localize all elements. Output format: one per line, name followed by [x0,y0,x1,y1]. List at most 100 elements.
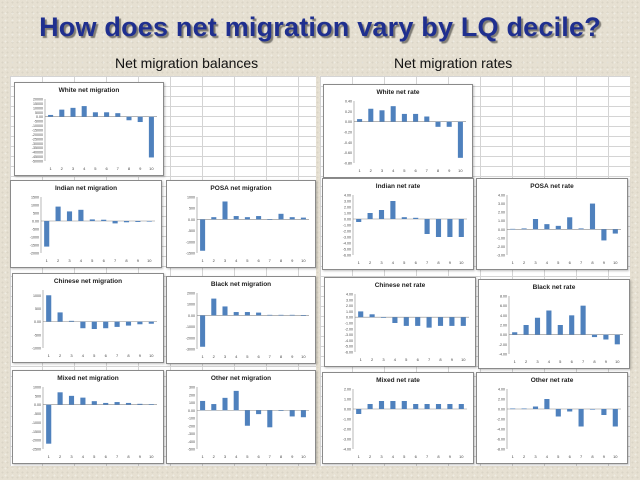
bar [612,409,618,427]
bar [567,217,573,230]
x-tick-label: 4 [392,260,395,265]
chart-title: POSA net rate [530,183,574,190]
bar [424,219,430,234]
x-tick-label: 4 [83,166,86,171]
subtitle-rates: Net migration rates [394,55,513,71]
x-tick-label: 6 [569,454,572,459]
bar [200,315,206,347]
bar [521,408,527,410]
y-tick-label: 10000 [33,106,43,110]
bar [148,404,154,405]
bar [300,315,306,316]
other-net-rate-svg: Other net rate -8.00 -6.00 -4.00 -2.00 0.00 2.… [497,377,621,459]
bar [256,410,262,415]
y-tick-label: -2000 [32,439,41,443]
y-tick-label: -45000 [32,155,43,159]
bar [603,334,609,340]
y-tick-label: -1000 [32,421,41,425]
bar [449,317,455,326]
bar [289,217,295,220]
bar [125,402,132,405]
x-tick-label: 4 [82,454,85,459]
bar [424,116,430,122]
bar [601,409,607,415]
bar [379,110,385,122]
bar [403,317,409,326]
x-tick-label: 3 [70,353,73,358]
bar [368,108,374,122]
bar [123,221,130,223]
y-tick-label: 0.00 [188,218,195,222]
chart-title: Other net rate [531,377,574,384]
bar [390,401,396,409]
x-tick-label: 7 [580,454,583,459]
bar [244,410,250,426]
x-tick-label: 2 [61,166,64,171]
y-tick-label: -2500 [32,448,41,452]
y-tick-label: 2.00 [500,324,507,328]
x-tick-label: 5 [557,454,560,459]
y-tick-label: 4.00 [346,293,353,297]
y-tick-label: -500 [34,333,41,337]
x-tick-label: 10 [147,258,152,263]
x-tick-label: 6 [257,258,260,263]
black-net-migration-chart: Black net migration -3000 -2000 -1000 0.00 10… [166,276,316,364]
x-tick-label: 9 [448,168,451,173]
y-tick-label: -200 [188,424,195,428]
bar [446,121,452,127]
x-tick-label: 10 [149,166,154,171]
bar [390,106,396,122]
y-tick-label: 500 [35,394,41,398]
x-tick-label: 1 [512,454,515,459]
y-tick-label: 0.00 [344,218,351,222]
bar [68,395,75,405]
page-title: How does net migration vary by LQ decile… [39,12,601,42]
bar [401,217,407,219]
y-tick-label: 1.00 [346,310,353,314]
bar [369,314,375,318]
indian-net-rate-svg: Indian net rate -6.00 -5.00 -4.00 -3.00 -2.00… [343,183,467,265]
x-tick-label: 6 [415,454,418,459]
bar [57,392,63,405]
bar [510,408,516,410]
x-tick-label: 1 [514,359,517,364]
x-tick-label: 5 [403,454,406,459]
y-tick-label: 20000 [33,98,43,102]
x-tick-label: 5 [405,357,408,362]
mixed-net-migration-svg: Mixed net migration -2500 -2000 -1500 -1000 -… [32,375,157,459]
y-tick-label: -1.00 [345,322,353,326]
bar [300,217,306,220]
x-tick-label: 10 [458,168,463,173]
indian-net-migration-svg: Indian net migration -2000 -1500 -1000 -500 0… [30,185,155,263]
bar [435,404,442,409]
bar [267,314,273,316]
bar [413,113,419,122]
x-tick-label: 6 [257,454,260,459]
y-tick-label: 1.00 [344,212,351,216]
y-tick-label: 0.00 [188,314,195,318]
bar [401,401,407,409]
bar [356,219,362,222]
x-tick-label: 3 [224,354,227,359]
bar [578,409,584,427]
x-tick-label: 3 [534,454,537,459]
y-tick-label: 0.00 [346,316,353,320]
bar [289,410,295,417]
x-tick-label: 2 [523,260,526,265]
bar [137,116,143,123]
y-tick-label: -3.00 [497,254,505,258]
x-tick-label: 2 [59,353,62,358]
y-tick-label: 4.00 [498,388,505,392]
y-tick-label: 2.00 [344,206,351,210]
y-tick-label: -4.00 [343,242,351,246]
y-tick-label: -1000 [30,236,39,240]
y-tick-label: 2.00 [498,398,505,402]
white-net-migration-svg: White net migration -50000-45000-40000-35… [32,87,157,171]
subtitle-balances: Net migration balances [115,55,259,71]
bar [378,210,385,219]
y-tick-label: -2.00 [343,230,351,234]
bar [512,332,518,335]
x-tick-label: 9 [449,260,452,265]
bar [78,209,84,221]
bar [55,206,61,221]
